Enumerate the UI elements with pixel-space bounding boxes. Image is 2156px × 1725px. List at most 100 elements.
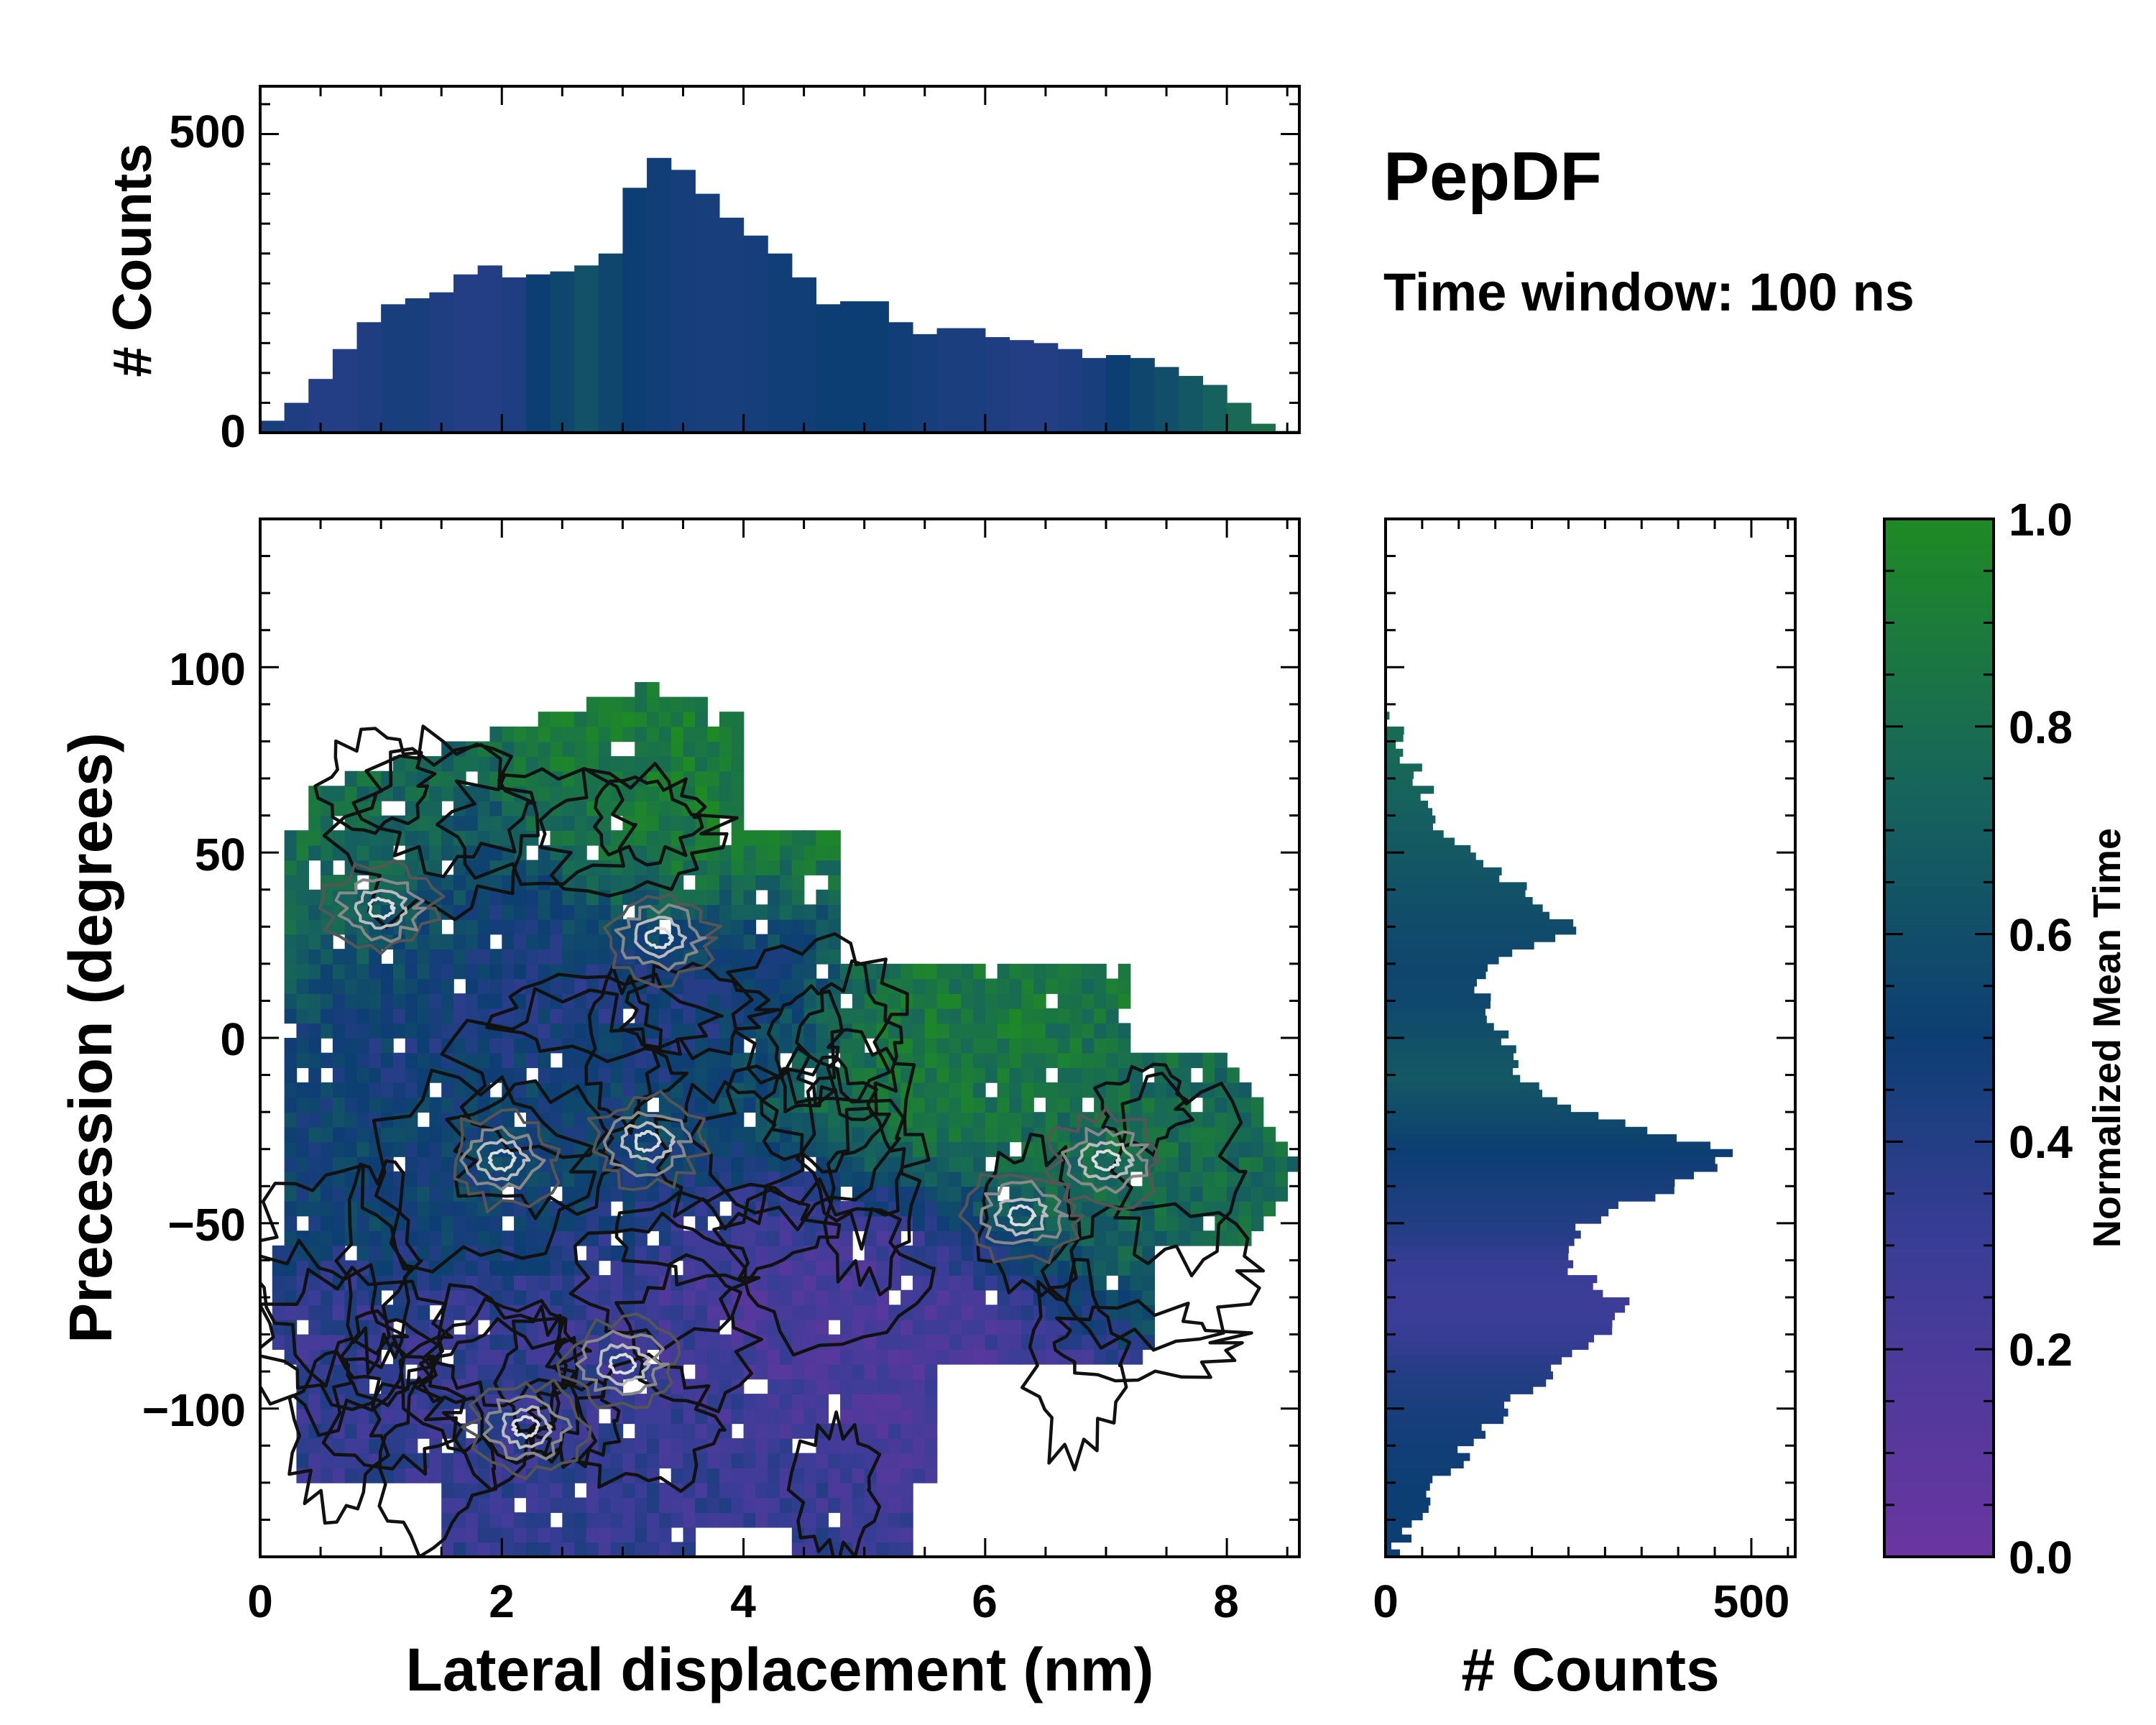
heatmap-cell <box>961 1052 974 1069</box>
contour-line <box>568 1211 761 1352</box>
heatmap-cell <box>321 993 333 1009</box>
heatmap-cell <box>344 1453 358 1469</box>
heatmap-cell <box>622 1497 636 1513</box>
heatmap-cell <box>356 1215 370 1231</box>
heatmap-cell <box>405 800 418 816</box>
right-histogram-bar <box>1386 1519 1412 1528</box>
heatmap-cell <box>1227 1141 1240 1157</box>
heatmap-cell <box>477 770 491 787</box>
contour-line <box>453 1108 561 1213</box>
heatmap-cell <box>417 1008 430 1024</box>
contour-line <box>1020 1257 1132 1472</box>
heatmap-cell <box>719 1260 732 1276</box>
heatmap-cell <box>489 1052 503 1069</box>
heatmap-cell <box>816 1497 829 1513</box>
heatmap-cell <box>296 978 310 994</box>
heatmap-cell <box>610 696 624 712</box>
heatmap-cell <box>622 1230 636 1246</box>
heatmap-cell <box>1250 1097 1264 1113</box>
heatmap-cell <box>731 1334 745 1350</box>
heatmap-cell <box>1190 1186 1204 1202</box>
heatmap-cell <box>610 1542 624 1557</box>
heatmap-cell <box>1154 1171 1167 1187</box>
heatmap-cell <box>574 726 587 742</box>
heatmap-cell <box>961 978 974 994</box>
top-histogram-bar <box>453 274 479 433</box>
heatmap-cell <box>550 1542 563 1557</box>
top-histogram-bar <box>695 193 720 433</box>
right-histogram-bar <box>1386 1267 1568 1276</box>
heatmap-cell <box>1069 1067 1083 1083</box>
right-histogram-bar <box>1386 1490 1427 1499</box>
ytick-label-50: 50 <box>195 829 246 880</box>
heatmap-cell <box>1287 1156 1299 1172</box>
right-histogram-bar <box>1386 845 1471 853</box>
top-histogram-bar <box>574 265 599 433</box>
heatmap-cell <box>1227 1230 1240 1246</box>
heatmap-cell <box>647 800 660 816</box>
right-histogram-bars <box>1386 712 1733 1557</box>
heatmap-cell <box>658 993 672 1009</box>
figure-subtitle: Time window: 100 ns <box>1383 262 1915 322</box>
heatmap-cell <box>1190 1141 1204 1157</box>
heatmap-cell <box>489 1497 503 1513</box>
top-histogram-bar <box>743 235 768 433</box>
heatmap-cell <box>985 1260 998 1276</box>
heatmap-cell <box>803 830 817 846</box>
heatmap-cell <box>635 726 648 742</box>
heatmap-cell <box>1069 963 1083 980</box>
heatmap-cell <box>719 1038 732 1054</box>
heatmap-cell <box>864 1334 877 1350</box>
heatmap-cell <box>453 786 466 801</box>
heatmap-cell <box>780 919 793 935</box>
heatmap-cell <box>598 934 612 950</box>
heatmap-cell <box>1178 1186 1192 1202</box>
heatmap-cell <box>321 1289 333 1306</box>
heatmap-cell <box>1166 1230 1179 1246</box>
top-histogram-bar <box>864 301 889 433</box>
heatmap-cell <box>562 1008 575 1024</box>
heatmap-cell <box>598 1512 612 1528</box>
heatmap-cell <box>695 1468 708 1484</box>
heatmap-cell <box>791 1468 805 1484</box>
heatmap-cell <box>658 696 672 712</box>
heatmap-cell <box>876 1512 890 1528</box>
heatmap-cell <box>525 1542 539 1557</box>
heatmap-cell <box>562 1067 575 1083</box>
heatmap-cell <box>743 1126 757 1143</box>
heatmap-cell <box>949 1038 962 1054</box>
heatmap-cell <box>647 830 660 846</box>
heatmap-cell <box>1275 1171 1288 1187</box>
heatmap-cell <box>840 1171 853 1187</box>
heatmap-cell <box>803 904 817 920</box>
heatmap-cell <box>1142 1245 1156 1261</box>
heatmap-cell <box>840 1275 853 1291</box>
heatmap-cell <box>635 1156 648 1172</box>
heatmap-cell <box>332 1453 346 1469</box>
heatmap-cell <box>658 712 672 727</box>
heatmap-cell <box>912 1289 926 1306</box>
heatmap-cell <box>1021 1230 1034 1246</box>
heatmap-cell <box>489 726 503 742</box>
heatmap-cell <box>344 1126 358 1143</box>
heatmap-cell <box>997 978 1010 994</box>
heatmap-cell <box>949 1289 962 1306</box>
heatmap-cell <box>574 949 587 965</box>
heatmap-cell <box>924 1023 938 1039</box>
heatmap-cell <box>514 1082 527 1098</box>
heatmap-cell <box>1082 1008 1095 1024</box>
heatmap-cell <box>864 1394 877 1409</box>
heatmap-cell <box>1105 978 1119 994</box>
heatmap-cell <box>828 1349 841 1365</box>
heatmap-cell <box>755 1171 768 1187</box>
heatmap-cell <box>1021 1319 1034 1335</box>
right-histogram-bar <box>1386 1327 1613 1335</box>
heatmap-cell <box>1057 1052 1071 1069</box>
heatmap-cell <box>852 1319 865 1335</box>
heatmap-cell <box>1215 1052 1227 1069</box>
heatmap-cell <box>344 1097 358 1113</box>
heatmap-cell <box>502 1112 515 1128</box>
heatmap-cell <box>671 1512 684 1528</box>
right-histogram-bar <box>1386 756 1400 765</box>
right-xtick-label: 500 <box>1713 1576 1790 1627</box>
